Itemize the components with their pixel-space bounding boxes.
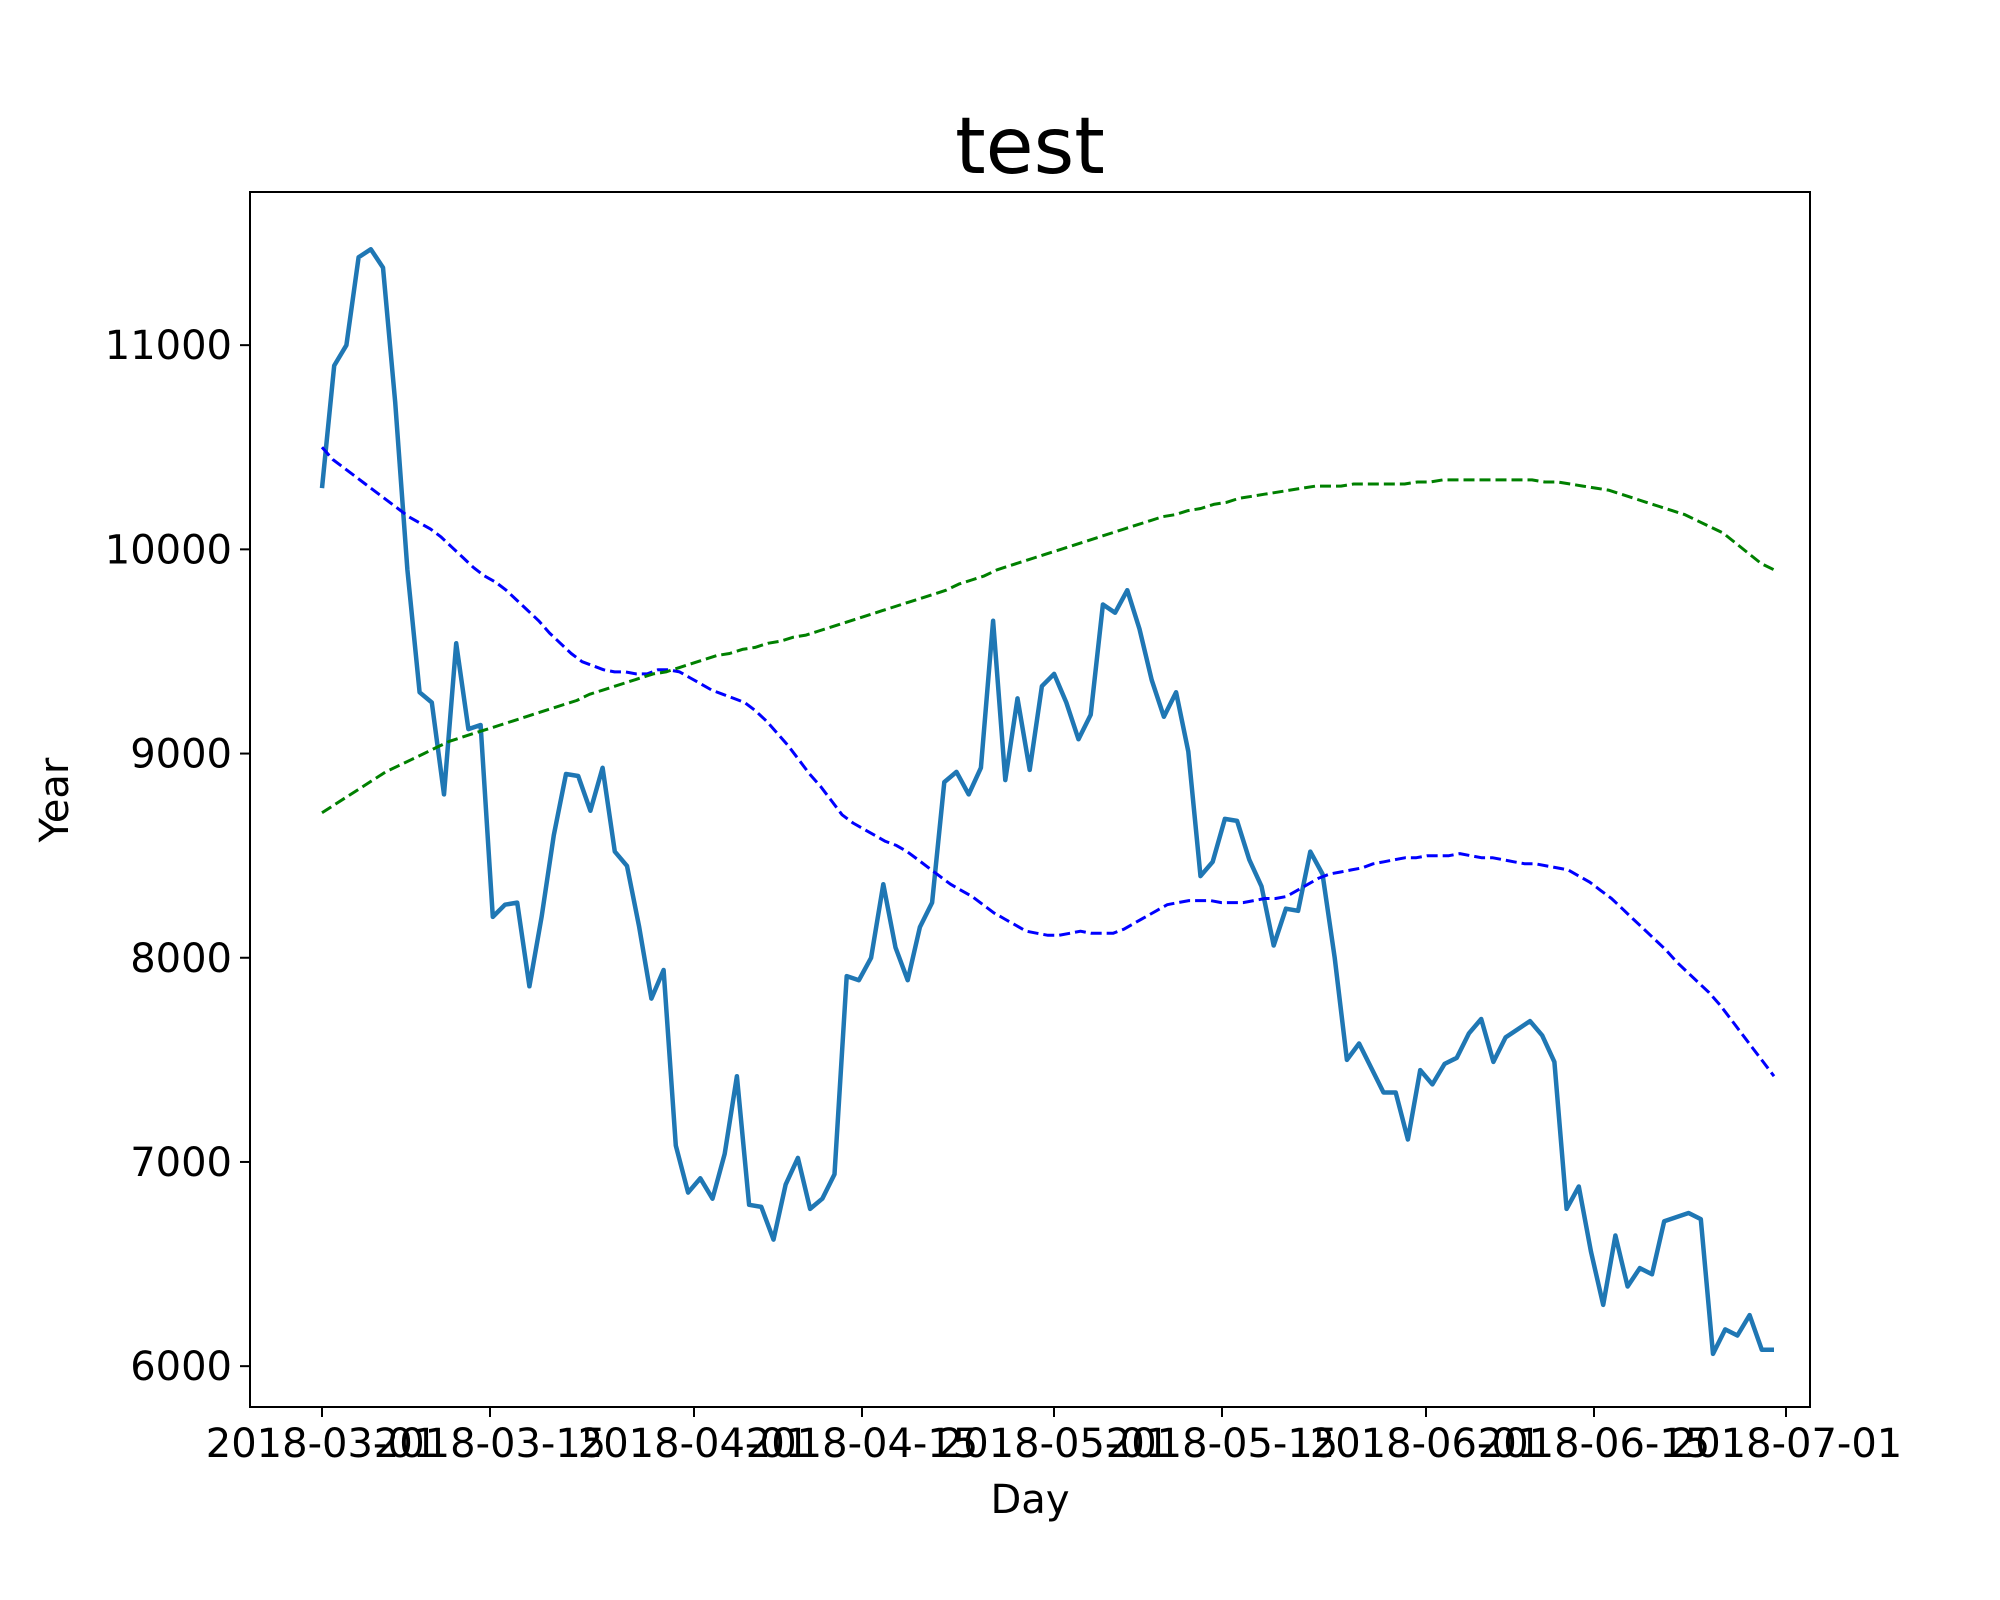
y-tick-label: 9000 [130, 732, 232, 778]
series-layer [319, 246, 1776, 1357]
x-tick-label: 2018-03-01 [206, 1421, 438, 1467]
y-tick-label: 7000 [130, 1140, 232, 1186]
x-tick-label: 2018-04-01 [578, 1421, 810, 1467]
y-tick-label: 11000 [105, 323, 232, 369]
x-tick-label: 2018-07-01 [1670, 1421, 1902, 1467]
y-tick-label: 8000 [130, 936, 232, 982]
x-tick-label: 2018-05-01 [938, 1421, 1170, 1467]
x-tick-label: 2018-06-01 [1310, 1421, 1542, 1467]
x-tick-label: 2018-05-15 [1106, 1421, 1338, 1467]
x-tick-label: 2018-04-15 [746, 1421, 978, 1467]
x-tick-label: 2018-03-15 [374, 1421, 606, 1467]
y-axis: 6000 7000 8000 9000 10000 11000 [105, 323, 250, 1390]
series-line-3 [321, 478, 1775, 815]
x-axis: 2018-03-012018-03-152018-04-012018-04-15… [206, 1407, 1902, 1467]
series-line-1 [319, 246, 1774, 1357]
y-axis-label: Year [32, 757, 78, 843]
series-line-2 [320, 446, 1776, 1078]
x-axis-label: Day [991, 1477, 1070, 1523]
chart-title: test [955, 102, 1105, 192]
plot-frame [249, 191, 1811, 1408]
x-tick-label: 2018-06-15 [1478, 1421, 1710, 1467]
y-tick-label: 10000 [105, 527, 232, 573]
y-tick-label: 6000 [130, 1344, 232, 1390]
